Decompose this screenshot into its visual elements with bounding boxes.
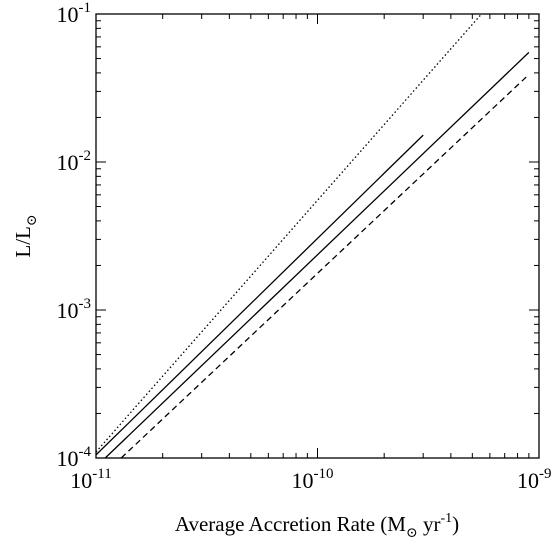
tick-labels: 10-11 10-10 10-9 10-4 10-3 10-2 10-1 (57, 0, 552, 493)
y-tick-label: 10-3 (57, 296, 92, 323)
plot-frame (95, 13, 540, 459)
x-tick-label: 10-10 (292, 466, 334, 493)
x-tick-label: 10-9 (517, 466, 552, 493)
ticks (95, 13, 540, 459)
y-tick-label: 10-2 (57, 148, 92, 175)
x-tick-label: 10-11 (70, 466, 111, 493)
series (95, 13, 530, 459)
series-line-dotted-1 (95, 13, 482, 453)
series-line-solid-3 (104, 51, 530, 459)
y-axis-label: L/L⊙ (11, 214, 40, 257)
y-tick-label: 10-1 (57, 0, 92, 27)
series-line-solid-2 (95, 134, 424, 456)
y-tick-label: 10-4 (57, 444, 92, 471)
series-line-dashed-4 (120, 74, 530, 459)
x-axis-label: Average Accretion Rate (M⊙ yr-1) (175, 511, 459, 541)
